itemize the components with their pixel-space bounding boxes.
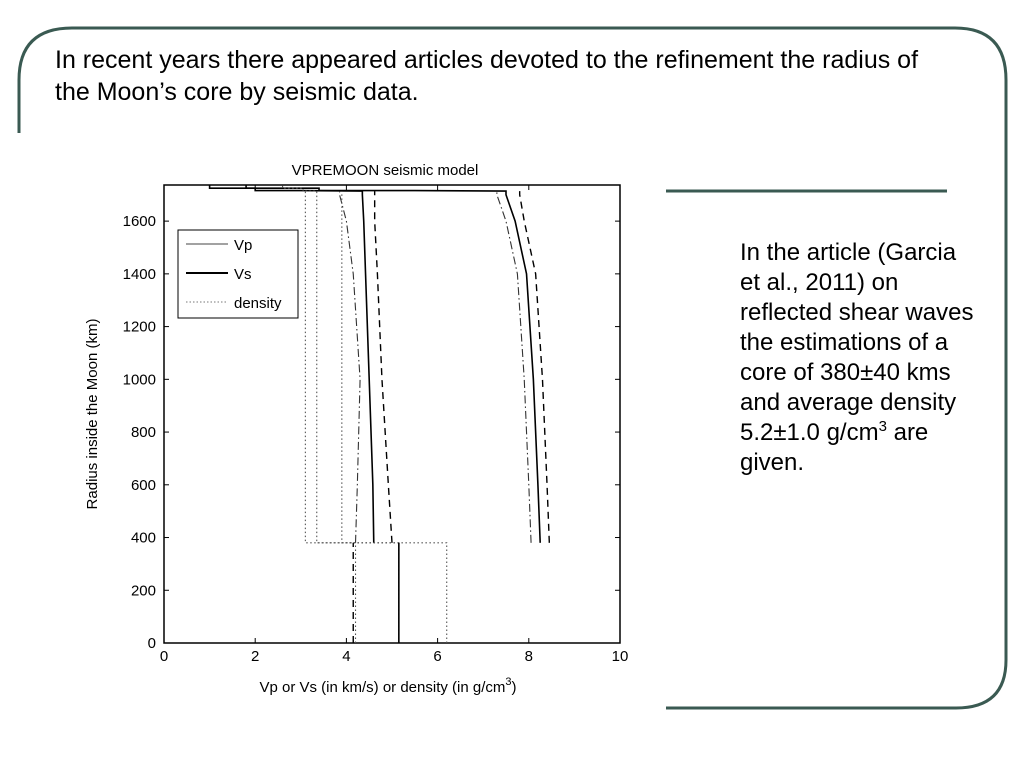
y-tick-label: 200 <box>131 582 156 599</box>
x-tick-label: 0 <box>160 648 168 665</box>
y-tick-label: 1400 <box>123 266 156 283</box>
series-line-vs-solid-3 <box>208 185 375 543</box>
series-line-vs-dashdot-5 <box>339 191 361 543</box>
chart-title: VPREMOON seismic model <box>292 162 479 179</box>
x-tick-label: 6 <box>433 648 441 665</box>
y-tick-label: 1600 <box>123 213 156 230</box>
series-line-vp-dashed-1 <box>518 191 551 543</box>
x-tick-label: 2 <box>251 648 259 665</box>
side-text-main: In the article (Garcia et al., 2011) on … <box>740 239 974 446</box>
y-tick-label: 600 <box>131 477 156 494</box>
series-line-vp-dashdot-2 <box>496 191 532 543</box>
side-text-superscript: 3 <box>878 418 887 435</box>
y-tick-label: 800 <box>131 424 156 441</box>
series-line-density-dotted-7 <box>341 191 448 643</box>
slide-title: In recent years there appeared articles … <box>55 46 919 106</box>
y-tick-label: 0 <box>148 635 156 652</box>
legend-label-vs: Vs <box>234 266 252 283</box>
series-line-density-dotted-8 <box>304 191 357 643</box>
x-tick-label: 10 <box>612 648 629 665</box>
legend: Vp Vs density <box>177 229 299 319</box>
y-tick-label: 1000 <box>123 371 156 388</box>
series-line-vs-dashed-4 <box>373 191 393 543</box>
side-text-end: are given. <box>740 419 929 476</box>
seismic-model-chart: VPREMOON seismic model 0 2 4 6 8 10 0 200 400 600… <box>84 162 629 696</box>
frame-border-left-top <box>17 26 1008 710</box>
x-axis-label-close: ) <box>512 679 517 696</box>
plot-area <box>163 184 621 644</box>
x-axis-label-text: Vp or Vs (in km/s) or density (in g/cm <box>259 679 505 696</box>
y-tick-label: 400 <box>131 530 156 547</box>
side-text: In the article (Garcia et al., 2011) on … <box>740 238 980 478</box>
y-axis-label: Radius inside the Moon (km) <box>84 319 101 510</box>
x-axis-label-sup: 3 <box>505 676 511 688</box>
x-tick-label: 8 <box>525 648 533 665</box>
series-line-density-dotted-6 <box>282 185 400 643</box>
legend-label-density: density <box>234 295 282 312</box>
x-axis-label: Vp or Vs (in km/s) or density (in g/cm3) <box>259 676 516 696</box>
chart-series <box>208 185 551 643</box>
x-tick-label: 4 <box>342 648 350 665</box>
legend-label-vp: Vp <box>234 237 252 254</box>
y-tick-label: 1200 <box>123 319 156 336</box>
series-line-vp-solid-0 <box>245 185 541 543</box>
axis-ticks: 0 2 4 6 8 10 0 200 400 600 800 1000 1200 1400 1600 <box>123 185 629 665</box>
